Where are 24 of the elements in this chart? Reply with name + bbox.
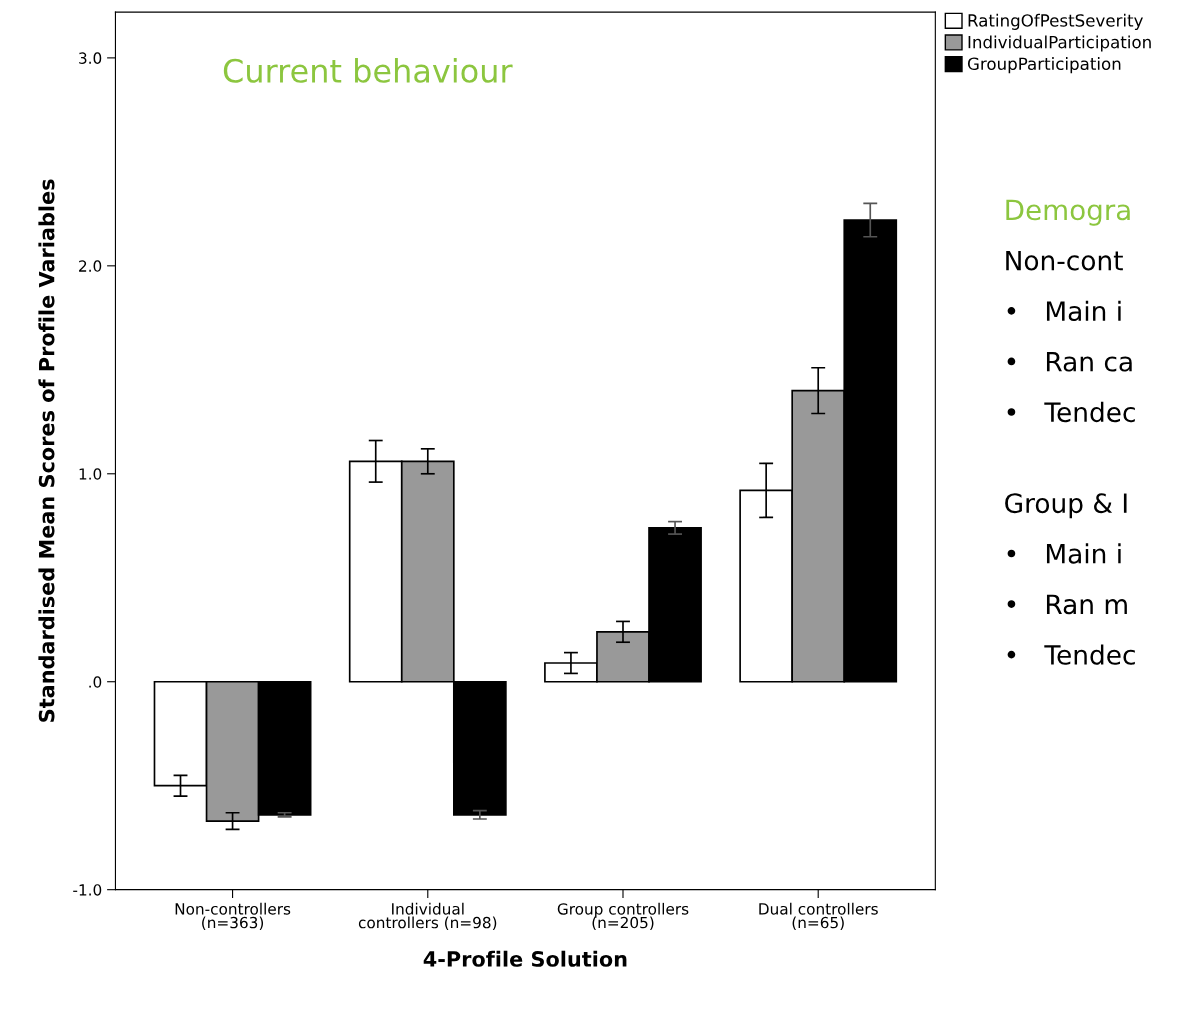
text: • Main i: [1007, 543, 1121, 564]
y-tick-label: 2.0: [79, 260, 102, 272]
annotation: Current behaviour: [223, 58, 513, 83]
y-tick-label: -1.0: [73, 884, 102, 896]
text: • Ran ca: [1007, 352, 1132, 372]
legend-label: GroupParticipation: [967, 57, 1121, 74]
text: Group & I: [1005, 493, 1127, 519]
y-tick-label: 1.0: [79, 468, 102, 480]
text: Non-cont: [1006, 250, 1123, 271]
legend-label: RatingOfPestSeverity: [968, 13, 1143, 30]
x-tick-label: Individual controllers (n=98): [358, 902, 497, 931]
y-tick-label: 3.0: [79, 52, 102, 64]
text: • Main i: [1007, 300, 1121, 322]
legend-label: IndividualParticipation: [968, 35, 1151, 52]
y-axis-title: Standardised Mean Scores of Profile Variables: [38, 179, 55, 722]
x-axis-title: 4-Profile Solution: [423, 950, 627, 967]
text: • Tendec: [1007, 644, 1135, 665]
text: • Tendec: [1007, 401, 1135, 423]
text: • Ran m: [1007, 594, 1127, 615]
text: Demogra: [1006, 199, 1130, 226]
y-tick-label: .0: [89, 676, 102, 688]
x-tick-label: Group controllers (n=205): [557, 902, 689, 931]
x-tick-label: Dual controllers (n=65): [759, 902, 878, 931]
x-tick-label: Non-controllers (n=363): [175, 902, 291, 931]
